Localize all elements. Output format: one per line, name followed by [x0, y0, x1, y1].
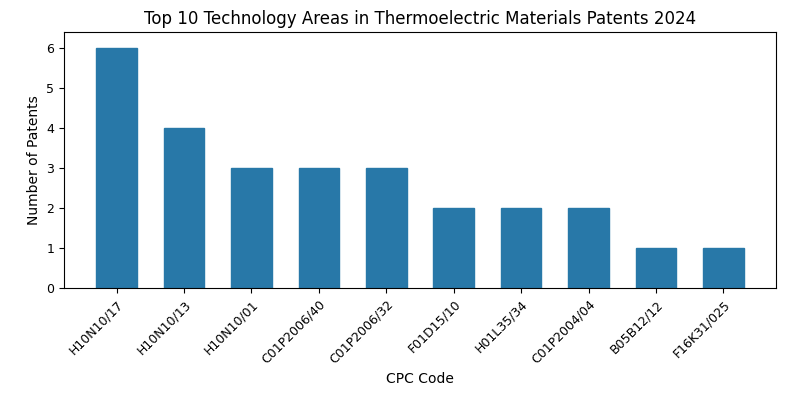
Bar [636, 248, 676, 288]
Y-axis label: Number of Patents: Number of Patents [26, 95, 41, 225]
X-axis label: CPC Code: CPC Code [386, 372, 454, 386]
Bar [501, 208, 542, 288]
Bar [366, 168, 406, 288]
Bar [298, 168, 339, 288]
Bar [434, 208, 474, 288]
Bar [703, 248, 744, 288]
Bar [231, 168, 272, 288]
Bar [96, 48, 137, 288]
Bar [568, 208, 609, 288]
Bar [164, 128, 204, 288]
Title: Top 10 Technology Areas in Thermoelectric Materials Patents 2024: Top 10 Technology Areas in Thermoelectri… [144, 10, 696, 28]
